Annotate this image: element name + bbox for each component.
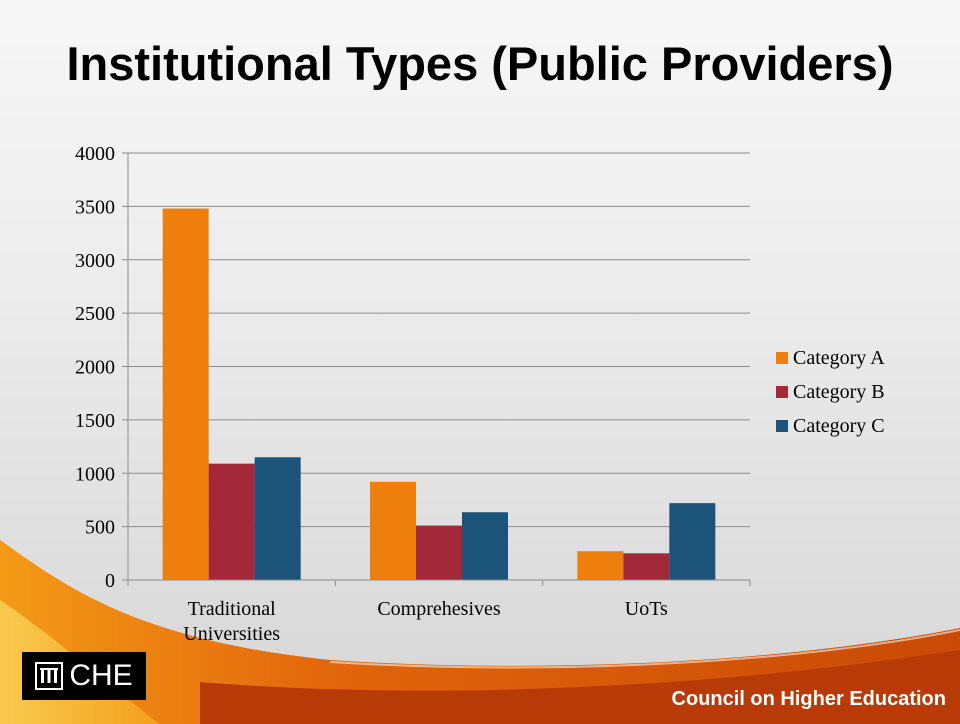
y-tick-label: 4000 [75,143,115,165]
bar-category-a [577,551,624,580]
y-tick-labels: 0 500 1000 1500 2000 2500 3000 3500 4000 [75,143,115,592]
che-logo: CHE [22,652,146,700]
x-category-label: Comprehesives [377,598,501,620]
footer-organization: Council on Higher Education [671,688,946,710]
legend-swatch [776,352,788,364]
y-tick-label: 1000 [75,463,115,485]
bar-category-b [623,553,670,580]
y-tick-label: 2500 [75,303,115,325]
x-category-label: Universities [183,623,280,645]
y-tick-label: 2000 [75,357,115,379]
x-category-label: Traditional [188,598,277,620]
legend-label: Category A [793,347,885,369]
legend-swatch [776,420,788,432]
y-tick-label: 3000 [75,250,115,272]
x-category-label: UoTs [625,598,668,620]
slide-title: Institutional Types (Public Providers) [66,37,894,90]
legend-label: Category C [793,415,885,437]
axes [122,152,751,586]
gridlines [128,152,750,528]
y-tick-label: 500 [85,517,115,539]
bar-category-c [462,512,508,580]
x-category-labels: Traditional Universities Comprehesives UoTs [183,598,668,645]
bar-category-b [208,463,255,580]
logo-text: CHE [69,659,133,692]
bar-category-b [416,525,462,580]
legend-label: Category B [793,381,885,403]
che-emblem-icon [35,662,64,690]
legend-swatch [776,386,788,398]
legend: Category A Category B Category C [776,347,885,437]
bar-category-c [254,457,301,580]
bars [162,208,716,580]
y-tick-label: 0 [105,570,115,592]
y-tick-label: 1500 [75,410,115,432]
bar-category-a [162,208,209,580]
bar-category-c [669,503,716,580]
bar-category-a [370,481,416,580]
y-tick-label: 3500 [75,196,115,218]
